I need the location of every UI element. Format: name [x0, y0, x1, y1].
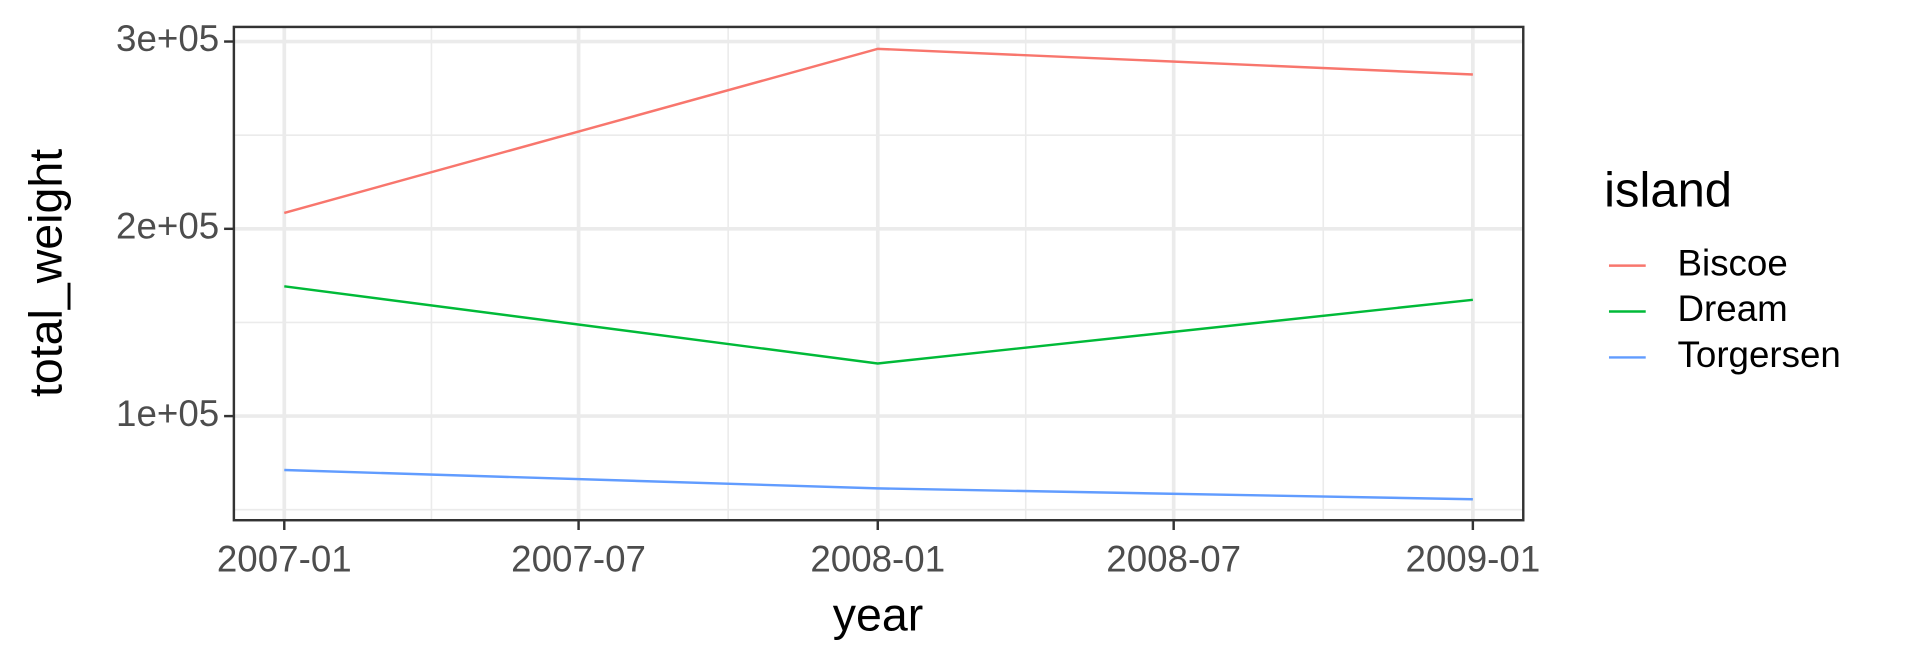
legend-title: island: [1604, 163, 1732, 217]
series-line: [284, 285, 1473, 365]
legend-label: Torgersen: [1678, 334, 1841, 375]
legend-label: Biscoe: [1678, 242, 1788, 283]
y-tick-label: 2e+05: [116, 206, 219, 247]
series-line: [283, 47, 1473, 215]
x-tick-label: 2007-01: [217, 539, 352, 580]
legend-label: Dream: [1678, 288, 1788, 329]
x-tick-label: 2008-01: [810, 539, 945, 580]
y-tick-label: 1e+05: [116, 393, 219, 434]
series-line: [284, 468, 1473, 501]
y-tick-label: 3e+05: [116, 18, 219, 59]
y-axis-title: total_weight: [19, 149, 71, 397]
panel-border: [232, 25, 1525, 522]
x-tick-label: 2009-01: [1405, 539, 1540, 580]
x-tick-label: 2007-07: [511, 539, 646, 580]
x-axis-title: year: [833, 588, 924, 640]
x-tick-label: 2008-07: [1106, 539, 1241, 580]
